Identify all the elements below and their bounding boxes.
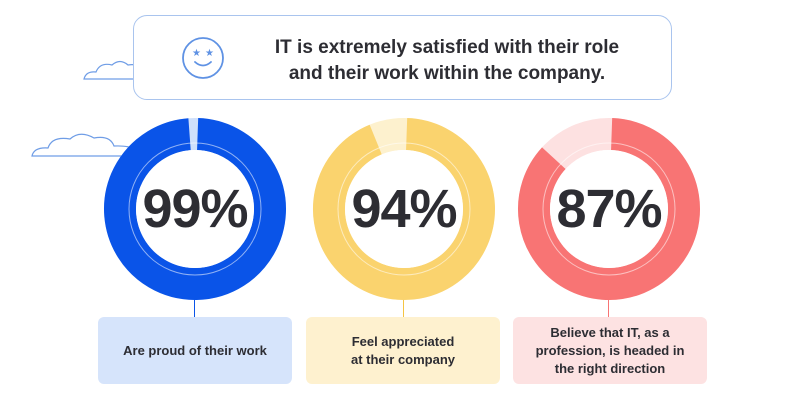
donut-center: [550, 150, 668, 268]
card-proud: Are proud of their work: [98, 317, 292, 384]
donut-guide-ring: [337, 142, 471, 276]
headline-line-1: IT is extremely satisfied with their rol…: [274, 37, 620, 58]
donut-guide-ring: [542, 142, 676, 276]
headline-line-2: and their work within the company.: [288, 63, 606, 84]
donut-value-arc: [518, 118, 700, 300]
card-label-proud: Are proud of their work: [123, 342, 267, 358]
card-direction: Believe that IT, as a profession, is hea…: [513, 317, 707, 384]
card-label-direction: Believe that IT, as a profession, is hea…: [535, 324, 685, 376]
donut-ring-appreciated: [313, 118, 495, 300]
svg-text:★: ★: [192, 48, 201, 59]
headline: IT is extremely satisfied with their rol…: [247, 35, 647, 87]
donut-chart-appreciated: 94%: [313, 118, 495, 300]
svg-text:★: ★: [205, 48, 214, 59]
donut-value-arc: [104, 118, 286, 300]
percent-label-appreciated: 94%: [351, 179, 457, 239]
donut-chart-direction: 87%: [518, 118, 700, 300]
donut-chart-proud: 99%: [104, 118, 286, 300]
donut-ring-direction: [518, 118, 700, 300]
percent-label-proud: 99%: [142, 179, 248, 239]
donut-ring-proud: [104, 118, 286, 300]
donut-center: [345, 150, 463, 268]
donut-guide-ring: [128, 142, 262, 276]
donut-value-arc: [313, 118, 495, 300]
cloud-icon: [31, 133, 141, 157]
card-appreciated: Feel appreciated at their company: [306, 317, 500, 384]
card-label-appreciated: Feel appreciated at their company: [350, 333, 456, 367]
percent-label-direction: 87%: [556, 179, 662, 239]
donut-center: [136, 150, 254, 268]
smiley-face-icon: ★ ★: [182, 37, 224, 79]
headline-box: ★ ★ IT is extremely satisfied with their…: [133, 15, 672, 100]
